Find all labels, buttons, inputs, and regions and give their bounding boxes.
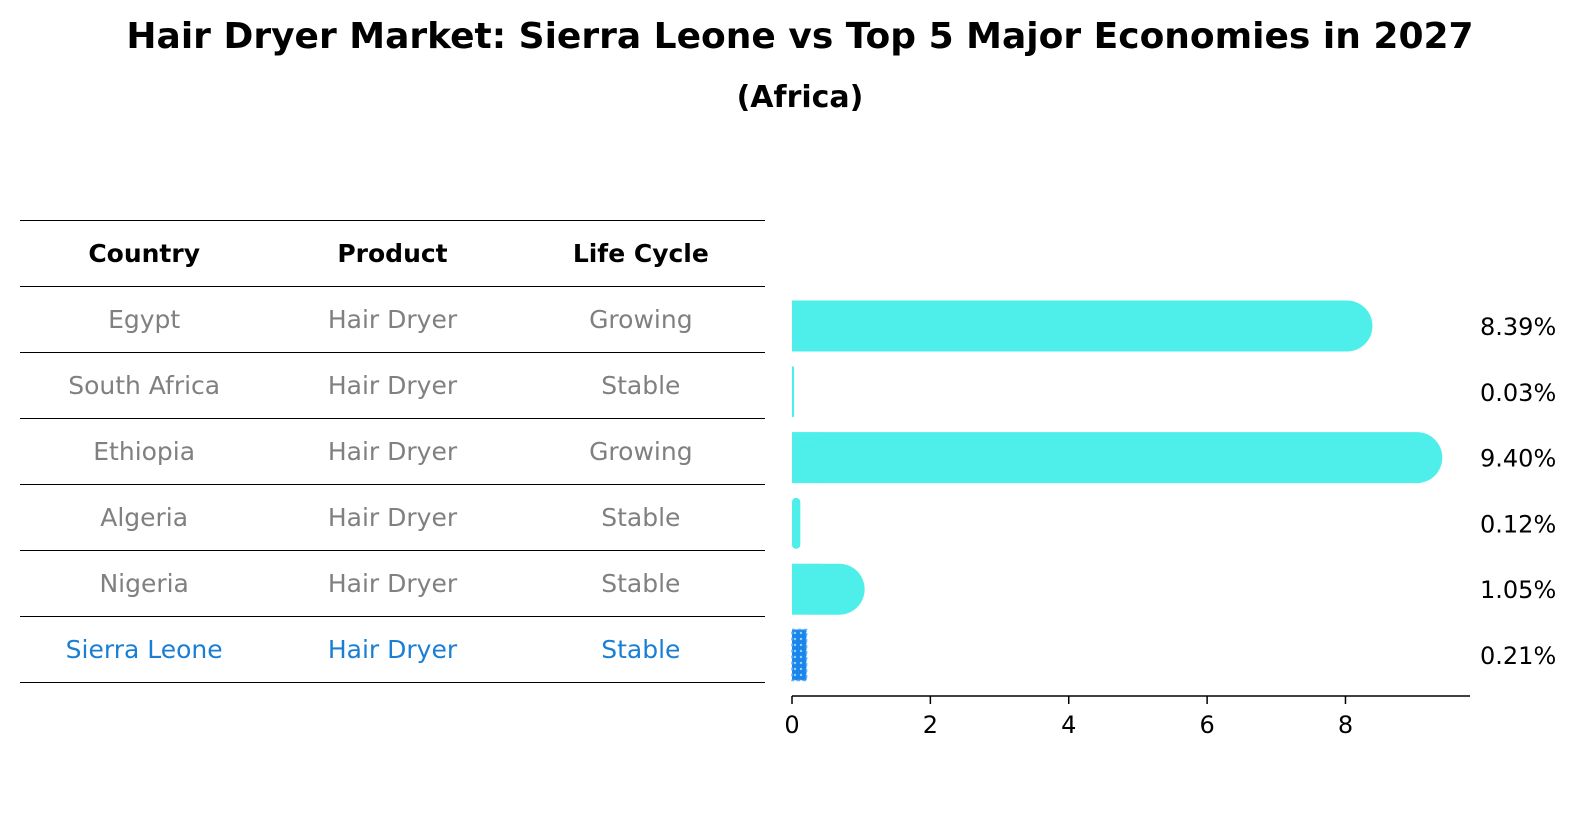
bar-south-africa xyxy=(792,366,795,418)
cell-life-cycle: Growing xyxy=(516,286,765,353)
value-label: 0.21% xyxy=(1480,642,1556,670)
cell-country: Algeria xyxy=(20,484,269,551)
value-label: 0.12% xyxy=(1480,510,1556,538)
x-tick-label: 0 xyxy=(784,711,799,739)
value-label: 1.05% xyxy=(1480,576,1556,604)
chart-subtitle: (Africa) xyxy=(736,80,864,115)
x-tick-label: 4 xyxy=(1061,711,1076,739)
cell-country: Sierra Leone xyxy=(20,616,269,683)
data-table: Country Product Life Cycle Egypt Hair Dr… xyxy=(20,220,765,683)
header-life-cycle: Life Cycle xyxy=(516,220,765,287)
bar-sierra-leone xyxy=(792,629,807,681)
cell-life-cycle: Stable xyxy=(516,616,765,683)
cell-country: Nigeria xyxy=(20,550,269,617)
cell-life-cycle: Growing xyxy=(516,418,765,485)
x-tick-label: 6 xyxy=(1199,711,1214,739)
bar-ethiopia xyxy=(792,432,1443,484)
value-label: 8.39% xyxy=(1480,313,1556,341)
bar-highlight-outline xyxy=(791,628,808,682)
cell-product: Hair Dryer xyxy=(268,484,517,551)
cell-product: Hair Dryer xyxy=(268,352,517,419)
cell-country: Ethiopia xyxy=(20,418,269,485)
cell-product: Hair Dryer xyxy=(268,616,517,683)
cell-product: Hair Dryer xyxy=(268,550,517,617)
x-tick-label: 2 xyxy=(923,711,938,739)
table-row: Algeria Hair Dryer Stable xyxy=(20,484,765,551)
value-label: 9.40% xyxy=(1480,445,1556,473)
cell-life-cycle: Stable xyxy=(516,550,765,617)
table-row-highlight: Sierra Leone Hair Dryer Stable xyxy=(20,616,765,683)
value-label: 0.03% xyxy=(1480,379,1556,407)
table-row: Egypt Hair Dryer Growing xyxy=(20,286,765,353)
bar-base xyxy=(792,300,818,352)
bar-base xyxy=(792,563,818,615)
header-product: Product xyxy=(268,220,517,287)
bar-algeria xyxy=(792,497,801,549)
cell-country: Egypt xyxy=(20,286,269,353)
table-row: Ethiopia Hair Dryer Growing xyxy=(20,418,765,485)
header-country: Country xyxy=(20,220,269,287)
chart-title: Hair Dryer Market: Sierra Leone vs Top 5… xyxy=(126,16,1474,57)
cell-country: South Africa xyxy=(20,352,269,419)
table-row: South Africa Hair Dryer Stable xyxy=(20,352,765,419)
cell-product: Hair Dryer xyxy=(268,286,517,353)
bar-egypt xyxy=(792,300,1373,352)
table-row: Nigeria Hair Dryer Stable xyxy=(20,550,765,617)
cell-life-cycle: Stable xyxy=(516,484,765,551)
bar-base xyxy=(792,432,818,484)
cell-product: Hair Dryer xyxy=(268,418,517,485)
cell-life-cycle: Stable xyxy=(516,352,765,419)
x-tick-label: 8 xyxy=(1338,711,1353,739)
table-header-row: Country Product Life Cycle xyxy=(20,220,765,287)
